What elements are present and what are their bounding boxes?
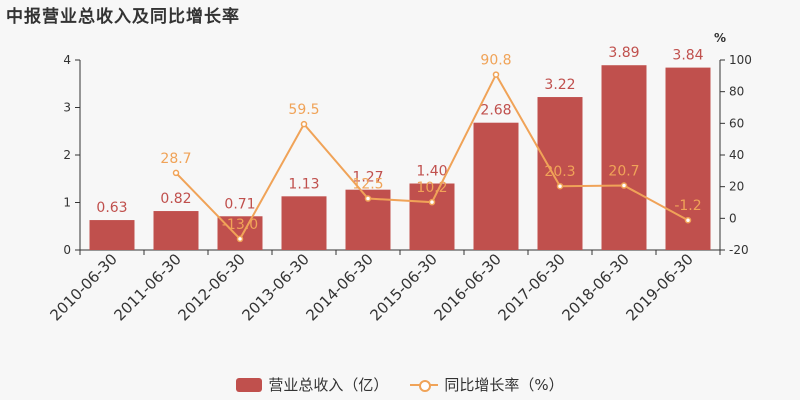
bar (281, 196, 327, 250)
bar (217, 216, 263, 250)
x-tick-label: 2016-06-30 (430, 250, 504, 324)
growth-point (172, 169, 180, 177)
y-left-tick-label: 4 (63, 53, 71, 67)
x-tick-label: 2013-06-30 (238, 250, 312, 324)
legend-label-revenue: 营业总收入（亿） (268, 376, 389, 394)
x-tick-label: 2015-06-30 (366, 250, 440, 324)
y-right-unit-label: % (714, 31, 726, 45)
chart-title: 中报营业总收入及同比增长率 (6, 7, 240, 27)
y-left-tick-label: 1 (63, 196, 71, 210)
y-right-tick-label: 20 (729, 180, 744, 194)
bar (537, 97, 583, 250)
y-right-tick-label: 40 (729, 148, 744, 162)
x-tick-label: 2011-06-30 (110, 250, 184, 324)
bar (409, 183, 455, 250)
bar-value-label: 3.84 (672, 48, 703, 64)
y-right-tick-label: -20 (729, 243, 749, 257)
y-left-tick-label: 0 (63, 243, 71, 257)
y-right-tick-label: 60 (729, 116, 744, 130)
y-right-tick-label: 100 (729, 53, 752, 67)
bar-value-label: 2.68 (480, 103, 511, 119)
x-tick-label: 2014-06-30 (302, 250, 376, 324)
bar (473, 122, 519, 250)
x-tick-label: 2018-06-30 (558, 250, 632, 324)
bar-value-label: 1.27 (352, 170, 383, 186)
growth-value-label: 20.3 (544, 164, 575, 180)
x-tick-label: 2010-06-30 (46, 250, 120, 324)
legend-item-revenue[interactable]: 营业总收入（亿） (236, 374, 388, 395)
growth-point (556, 182, 564, 190)
bar-value-label: 1.13 (288, 176, 319, 192)
legend-label-growth: 同比增长率（%） (444, 376, 564, 394)
growth-point (364, 195, 372, 202)
legend-bar-swatch (236, 377, 263, 392)
legend-item-growth[interactable]: 同比增长率（%） (410, 374, 564, 395)
legend-line-swatch (410, 378, 439, 392)
growth-value-label: -13.0 (222, 217, 258, 233)
growth-point (428, 198, 436, 206)
growth-point (492, 71, 500, 78)
bar-value-label: 0.82 (160, 191, 191, 207)
growth-value-label: 59.5 (288, 102, 319, 118)
growth-value-label: 90.8 (480, 53, 511, 69)
growth-value-label: 20.7 (608, 164, 639, 180)
bar-value-label: 3.22 (544, 77, 575, 93)
bar (89, 220, 135, 250)
bar-value-label: 3.89 (608, 45, 639, 61)
growth-point (620, 182, 628, 189)
legend: 营业总收入（亿） 同比增长率（%） (0, 374, 800, 395)
growth-value-label: 28.7 (160, 151, 191, 167)
growth-point (236, 235, 244, 243)
y-right-tick-label: 80 (729, 85, 744, 99)
bar (153, 211, 199, 250)
y-left-tick-label: 3 (63, 101, 71, 115)
bar-value-label: 0.71 (224, 196, 255, 212)
growth-value-label: -1.2 (674, 198, 701, 214)
bar (601, 65, 647, 250)
growth-point (300, 120, 308, 128)
x-tick-label: 2012-06-30 (174, 250, 248, 324)
y-right-tick-label: 0 (729, 211, 737, 225)
x-tick-label: 2019-06-30 (622, 250, 696, 324)
bar-value-label: 1.40 (416, 164, 447, 180)
growth-value-label: 12.5 (352, 177, 383, 193)
y-left-tick-label: 2 (63, 148, 71, 162)
x-tick-label: 2017-06-30 (494, 250, 568, 324)
growth-value-label: 10.2 (416, 180, 447, 196)
bar-value-label: 0.63 (96, 200, 127, 216)
growth-point (684, 216, 692, 224)
